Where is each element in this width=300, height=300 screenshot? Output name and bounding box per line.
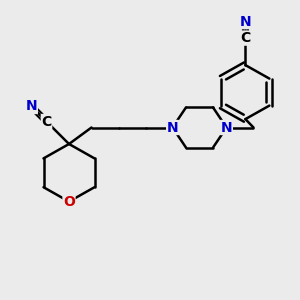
Text: O: O: [63, 195, 75, 208]
Text: C: C: [240, 31, 250, 45]
Text: C: C: [41, 115, 52, 128]
Text: N: N: [26, 100, 37, 113]
Text: N: N: [240, 15, 251, 28]
Text: N: N: [221, 121, 232, 134]
Text: N: N: [167, 121, 178, 134]
